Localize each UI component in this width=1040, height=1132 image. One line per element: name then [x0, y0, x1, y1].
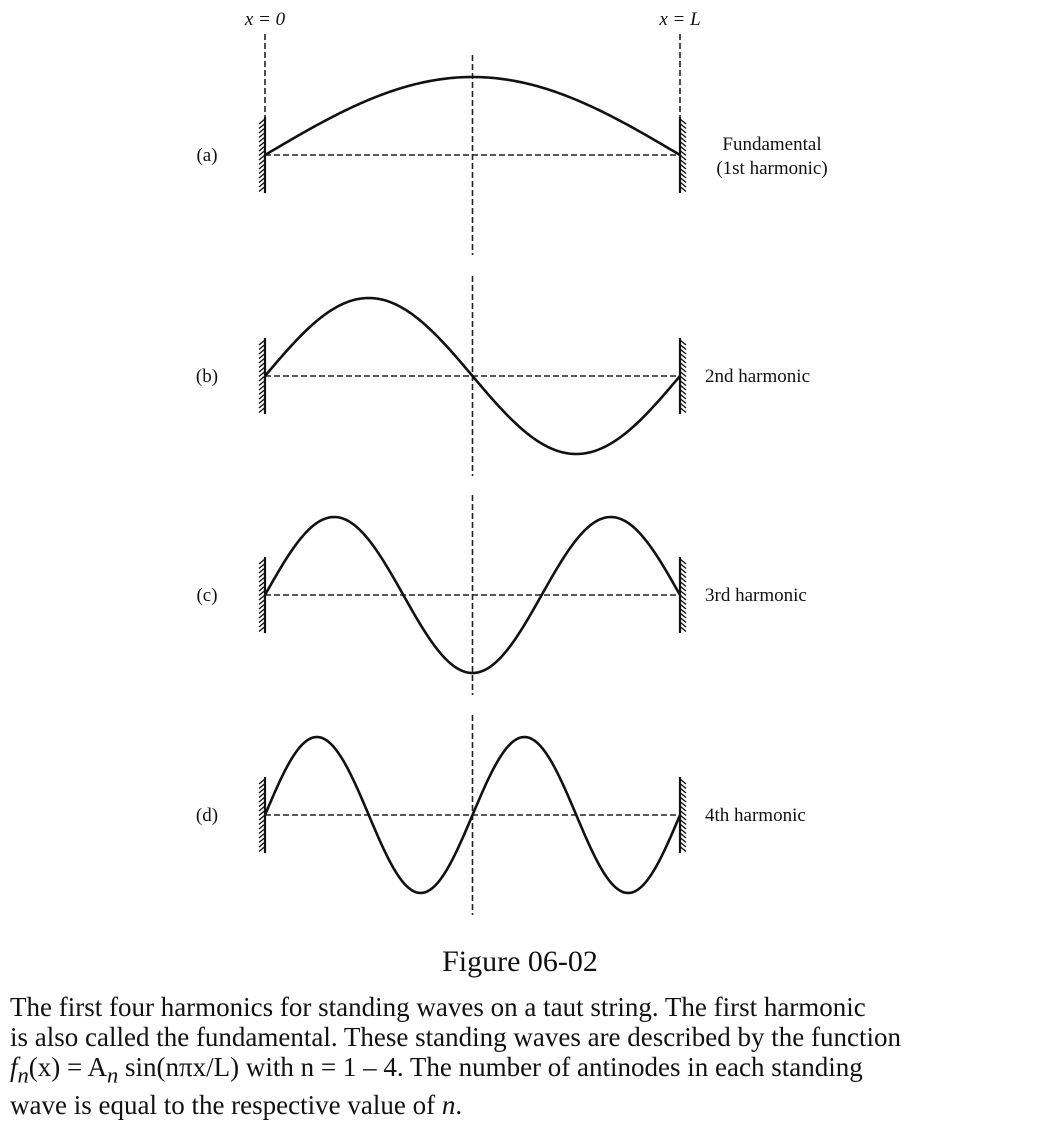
left-wall-support [258, 338, 267, 414]
figure-caption: The first four harmonics for standing wa… [10, 992, 1040, 1120]
caption-line-4-end: . [455, 1090, 463, 1121]
harmonic-panel-1: (a) Fundamental (1st harmonic) [196, 55, 828, 255]
harmonic-panel-3: (c) 3rd harmonic [196, 495, 807, 695]
harmonic-name-label: 4th harmonic [705, 805, 806, 826]
harmonic-name-label: 2nd harmonic [705, 366, 810, 387]
right-wall-support [678, 117, 687, 193]
harmonic-name-label: Fundamental [722, 134, 821, 155]
left-wall-support [258, 117, 267, 193]
caption-line-4-text: wave is equal to the respective value of [10, 1090, 442, 1121]
panel-tag: (c) [196, 585, 217, 606]
panel-tag: (d) [196, 805, 218, 826]
label-x-zero: x = 0 [244, 9, 286, 30]
formula-rest: sin(nπx/L) with n = 1 – 4. The number of… [118, 1052, 863, 1082]
formula-sub-n: n [17, 1062, 29, 1088]
harmonic-panel-4: (d) 4th harmonic [196, 715, 806, 915]
left-wall-support [258, 777, 267, 853]
panel-tag: (a) [196, 145, 217, 166]
harmonic-name-label: (1st harmonic) [716, 158, 827, 179]
right-wall-support [678, 777, 687, 853]
formula-f: f [10, 1052, 18, 1082]
harmonic-panel-2: (b) 2nd harmonic [196, 276, 810, 476]
standing-wave-curve [263, 735, 682, 895]
panel-tag: (b) [196, 366, 218, 387]
caption-var-n: n [441, 1090, 456, 1121]
harmonic-name-label: 3rd harmonic [705, 585, 807, 606]
standing-wave-curve [263, 515, 682, 675]
figure-title: Figure 06-02 [442, 945, 598, 978]
caption-line-1: The first four harmonics for standing wa… [10, 992, 866, 1022]
caption-line-3: fn(x) = An sin(nπx/L) with n = 1 – 4. Th… [10, 1052, 863, 1087]
formula-arg: (x) = A [28, 1052, 107, 1082]
standing-waves-diagram: x = 0 x = L (a) Fundamental (1st harmonic)… [196, 9, 828, 915]
standing-wave-curve [264, 75, 681, 157]
caption-line-4: wave is equal to the respective value of… [10, 1090, 462, 1120]
standing-wave-curve [264, 296, 681, 456]
right-wall-support [678, 338, 687, 414]
formula-sub-n2: n [106, 1062, 119, 1088]
label-x-L: x = L [658, 9, 700, 30]
right-wall-support [678, 557, 687, 633]
left-wall-support [258, 557, 267, 633]
caption-line-2: is also called the fundamental. These st… [10, 1022, 901, 1052]
